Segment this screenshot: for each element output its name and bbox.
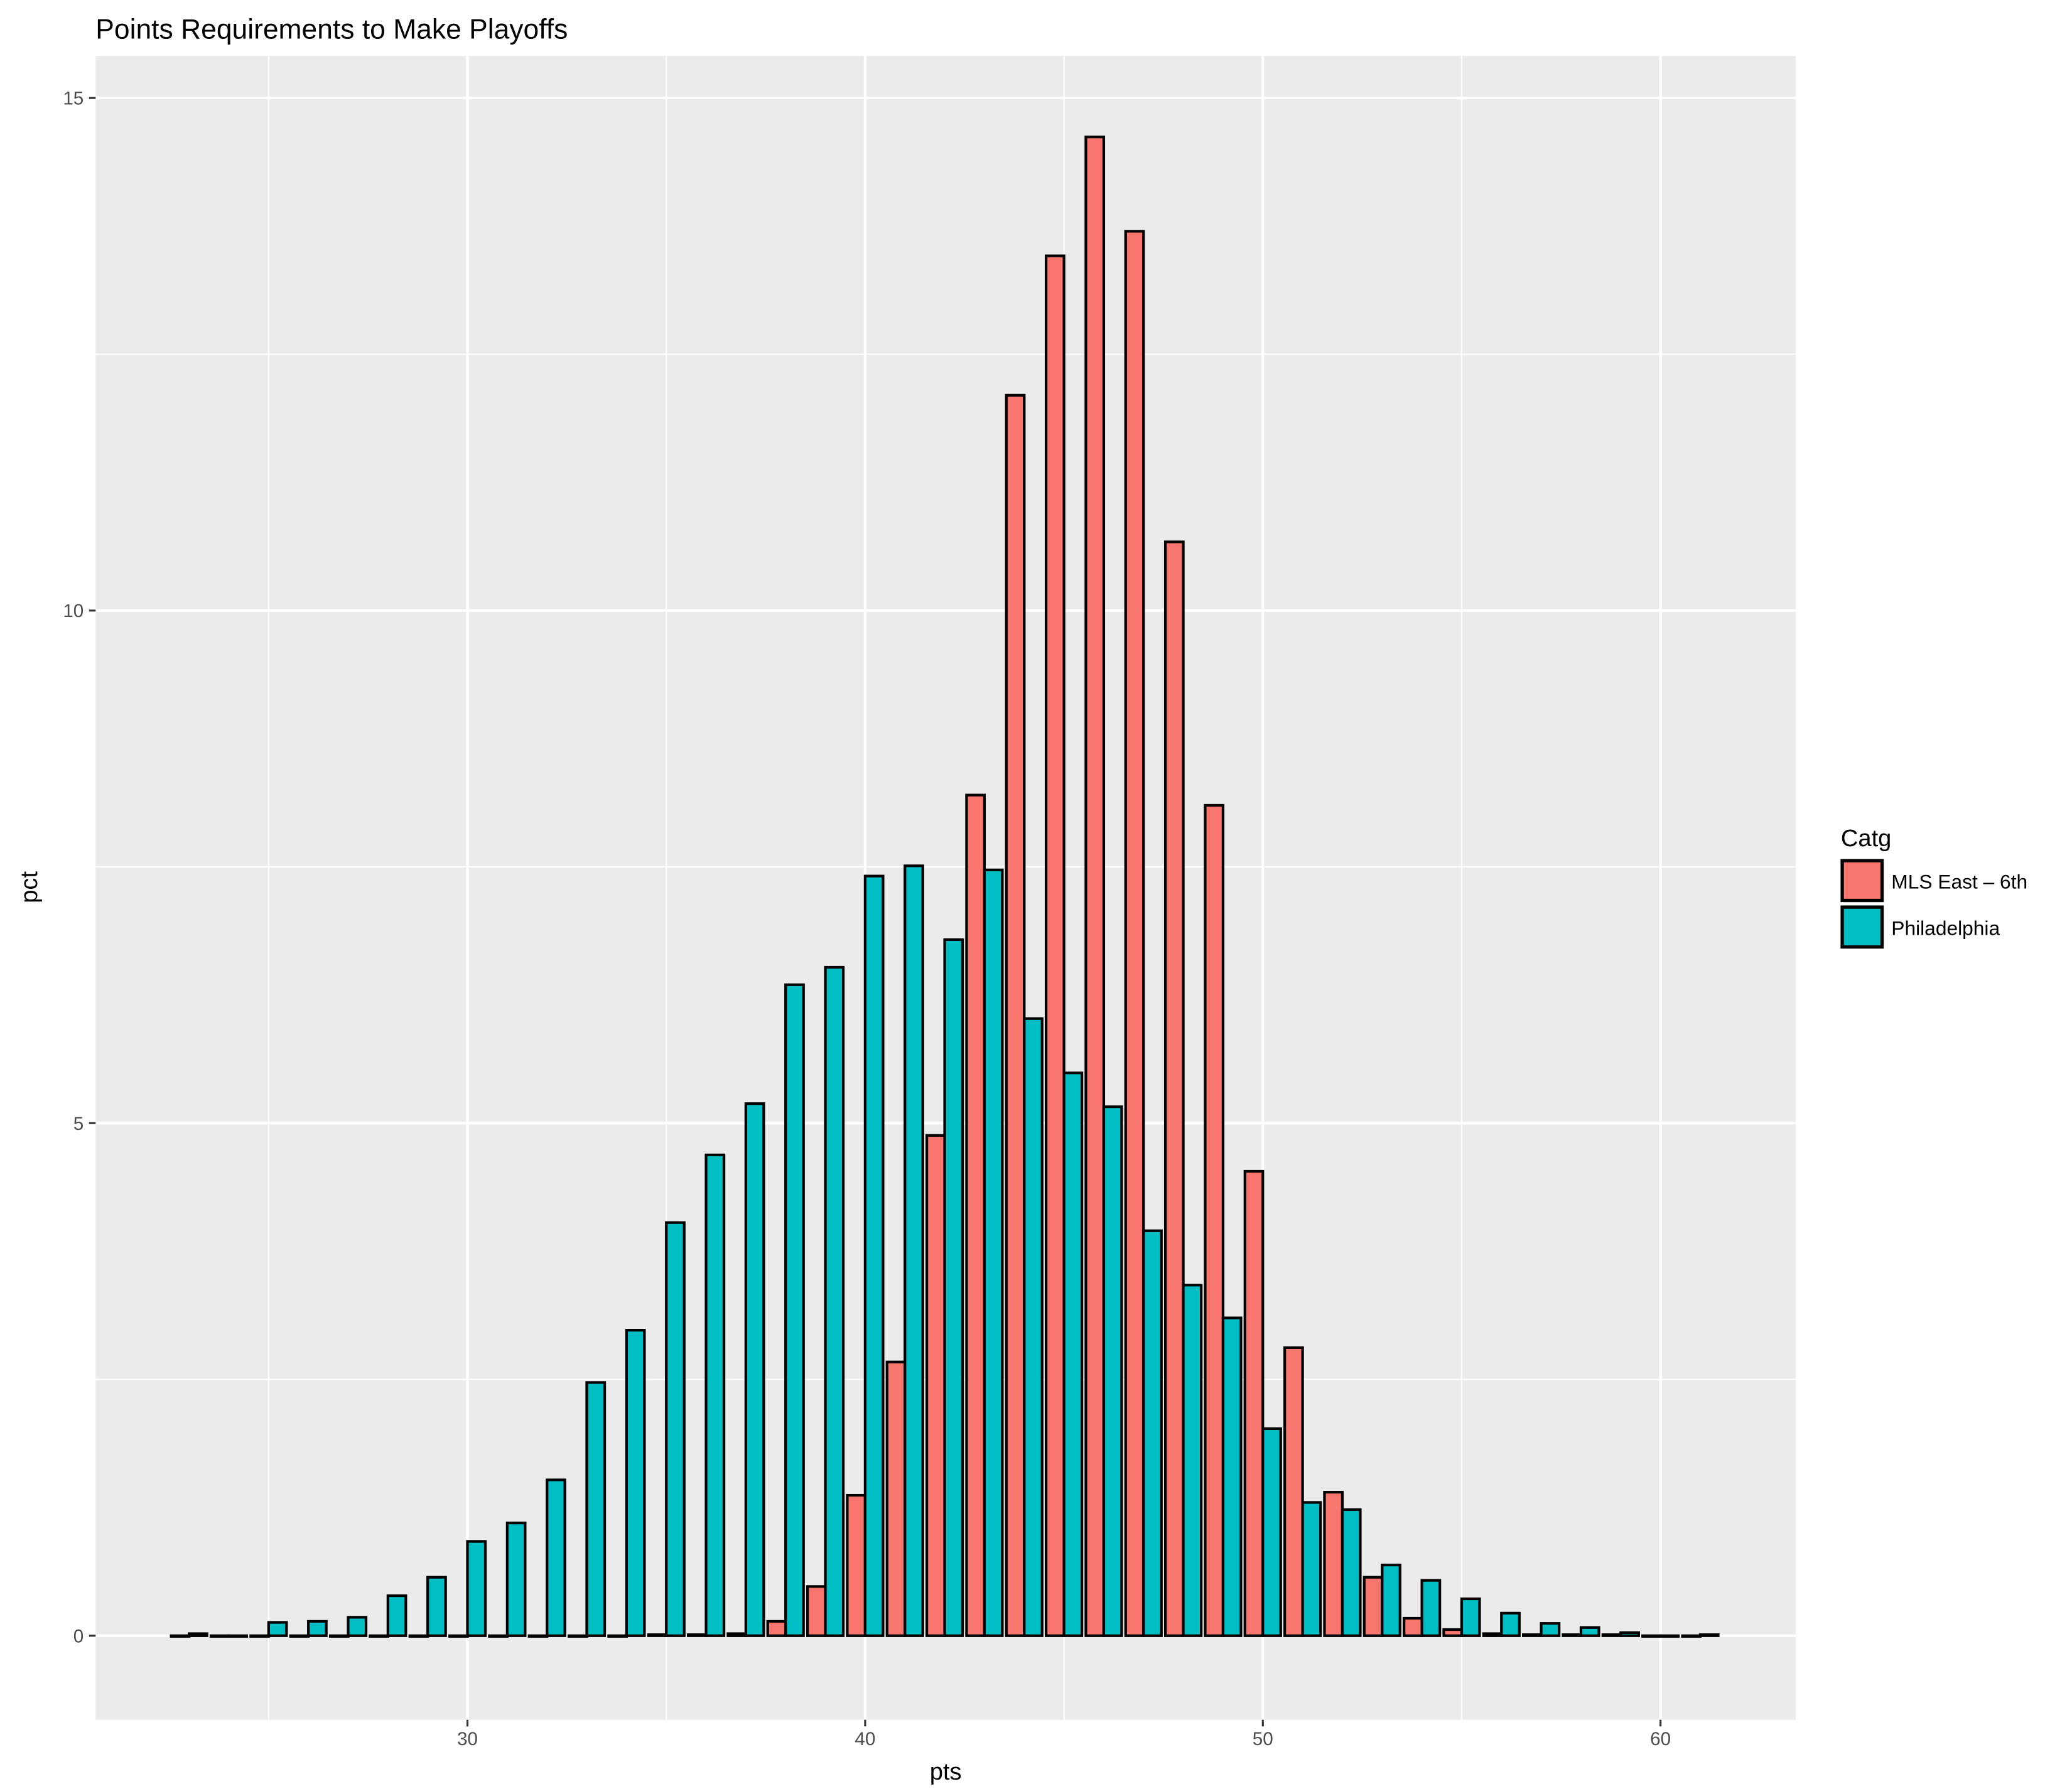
bar-mls-east-47: [1124, 230, 1145, 1637]
bar-philadelphia-30: [466, 1540, 487, 1637]
bar-mls-east-54: [1403, 1616, 1423, 1637]
y-tick-label: 0: [73, 1626, 84, 1647]
bar-philadelphia-43: [983, 868, 1004, 1637]
bar-mls-east-43: [965, 793, 986, 1637]
legend-label-mls-east: MLS East – 6th: [1891, 870, 2027, 893]
bar-philadelphia-51: [1301, 1501, 1322, 1637]
bar-philadelphia-29: [426, 1576, 447, 1637]
chart-title: Points Requirements to Make Playoffs: [95, 14, 568, 45]
bar-mls-east-45: [1044, 254, 1066, 1637]
bar-mls-east-38: [766, 1620, 787, 1637]
bar-philadelphia-58: [1579, 1626, 1600, 1637]
bar-philadelphia-45: [1062, 1072, 1084, 1637]
bar-mls-east-42: [925, 1134, 946, 1637]
bar-philadelphia-55: [1460, 1597, 1481, 1637]
bar-philadelphia-39: [824, 965, 845, 1637]
x-tick-label: 40: [855, 1729, 875, 1749]
bar-mls-east-59: [1601, 1633, 1622, 1637]
bar-philadelphia-50: [1261, 1427, 1282, 1637]
bar-philadelphia-53: [1381, 1563, 1401, 1637]
bar-philadelphia-44: [1023, 1017, 1044, 1637]
bar-mls-east-57: [1522, 1633, 1543, 1637]
bar-mls-east-50: [1243, 1169, 1265, 1637]
bar-philadelphia-36: [704, 1153, 726, 1637]
bar-philadelphia-23: [188, 1632, 208, 1637]
legend-key-philadelphia: [1840, 905, 1884, 949]
x-axis-label: pts: [930, 1759, 962, 1785]
bar-philadelphia-32: [546, 1478, 566, 1637]
legend-key-mls-east: [1840, 859, 1884, 903]
bar-philadelphia-31: [505, 1522, 527, 1637]
bar-philadelphia-46: [1102, 1105, 1123, 1637]
y-tick-label: 5: [73, 1114, 84, 1134]
bar-philadelphia-35: [665, 1221, 686, 1637]
bar-mls-east-44: [1005, 394, 1026, 1637]
bar-philadelphia-48: [1182, 1284, 1203, 1637]
bar-mls-east-55: [1442, 1628, 1464, 1637]
legend-title: Catg: [1841, 825, 1891, 852]
bar-philadelphia-26: [307, 1620, 328, 1637]
bar-philadelphia-59: [1619, 1631, 1640, 1637]
y-tick-label: 10: [63, 601, 84, 621]
bar-mls-east-35: [647, 1633, 668, 1637]
bar-philadelphia-42: [943, 938, 964, 1637]
bar-philadelphia-49: [1221, 1316, 1243, 1637]
legend: Catg MLS East – 6th Philadelphia: [1840, 825, 2027, 949]
bar-mls-east-51: [1283, 1346, 1304, 1637]
legend-label-philadelphia: Philadelphia: [1891, 917, 2000, 940]
x-tick-label: 30: [457, 1729, 478, 1749]
bar-mls-east-36: [686, 1633, 708, 1637]
bar-philadelphia-28: [386, 1594, 407, 1637]
bar-mls-east-48: [1163, 540, 1185, 1637]
bar-philadelphia-33: [585, 1381, 607, 1637]
bar-philadelphia-57: [1540, 1622, 1561, 1637]
bar-philadelphia-40: [863, 874, 885, 1637]
bar-philadelphia-25: [267, 1621, 288, 1637]
bar-philadelphia-52: [1341, 1508, 1362, 1637]
bar-mls-east-58: [1562, 1633, 1583, 1637]
bar-philadelphia-38: [784, 983, 805, 1637]
bar-philadelphia-47: [1142, 1229, 1163, 1637]
bars: [170, 136, 1720, 1638]
bar-mls-east-41: [885, 1360, 907, 1637]
bar-philadelphia-61: [1698, 1633, 1720, 1637]
bar-mls-east-39: [806, 1585, 827, 1637]
bar-philadelphia-54: [1420, 1579, 1442, 1637]
x-tick-label: 50: [1253, 1729, 1273, 1749]
bar-mls-east-46: [1084, 136, 1106, 1637]
bar-philadelphia-41: [904, 864, 924, 1637]
bar-philadelphia-37: [744, 1102, 765, 1637]
axes: 30 40 50 60 0 5 10 15: [63, 89, 1671, 1749]
bar-mls-east-52: [1323, 1491, 1344, 1637]
bar-philadelphia-34: [625, 1329, 646, 1637]
bar-mls-east-56: [1482, 1632, 1503, 1637]
y-axis-label: pct: [16, 871, 43, 903]
bar-mls-east-49: [1204, 803, 1225, 1637]
bar-mls-east-37: [726, 1632, 747, 1637]
bar-philadelphia-27: [347, 1616, 368, 1637]
bar-mls-east-40: [846, 1493, 867, 1637]
bar-philadelphia-56: [1500, 1611, 1521, 1637]
y-tick-label: 15: [63, 89, 84, 109]
x-tick-label: 60: [1650, 1729, 1671, 1749]
bar-mls-east-53: [1362, 1576, 1384, 1637]
